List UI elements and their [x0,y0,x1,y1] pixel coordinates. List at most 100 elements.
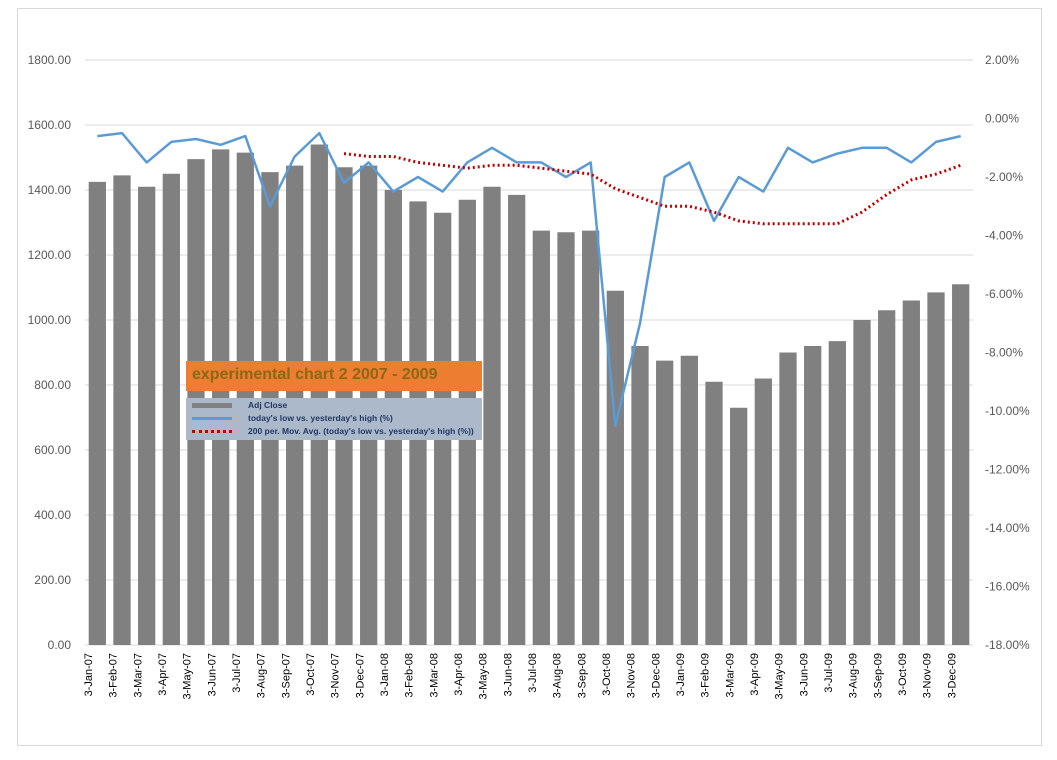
x-tick-label: 3-Aug-09 [848,653,860,698]
x-tick-label: 3-Feb-09 [700,653,712,698]
x-tick-label: 3-Oct-08 [601,653,613,696]
bar [212,149,230,645]
x-tick-label: 3-Sep-07 [280,653,292,698]
left-tick-label: 1600.00 [28,118,72,132]
left-tick-label: 1000.00 [28,313,72,327]
x-tick-label: 3-Nov-07 [330,653,342,698]
adj-close-bars [88,144,970,645]
right-tick-label: -6.00% [985,287,1023,301]
left-tick-label: 200.00 [34,573,71,587]
bar [532,230,550,645]
x-tick-label: 3-Jun-08 [502,653,514,696]
x-tick-label: 3-Jul-07 [231,653,243,693]
left-tick-label: 1200.00 [28,248,72,262]
left-tick-label: 1400.00 [28,183,72,197]
bar [582,230,600,645]
moving-average-line [343,152,962,226]
bar [162,173,180,645]
legend-swatch-bar [192,403,232,408]
x-tick-label: 3-Oct-09 [897,653,909,696]
x-tick-label: 3-Sep-09 [872,653,884,698]
legend-label: Adj Close [248,400,288,410]
x-tick-label: 3-Sep-08 [576,653,588,698]
x-tick-label: 3-May-07 [182,653,194,699]
bar [138,186,156,645]
x-tick-label: 3-Mar-09 [724,653,736,698]
bar [779,352,797,645]
x-tick-label: 3-Mar-07 [132,653,144,698]
bar [952,284,970,645]
bar [310,144,328,645]
x-tick-label: 3-Dec-09 [946,653,958,698]
right-tick-label: -2.00% [985,170,1023,184]
legend-label: today's low vs. yesterday's high (%) [248,413,393,423]
left-tick-label: 600.00 [34,443,71,457]
right-tick-label: -12.00% [985,463,1030,477]
bar [631,346,649,645]
bar [113,175,131,645]
bar [88,181,106,645]
bar [804,346,822,645]
x-tick-label: 3-Jul-08 [527,653,539,693]
left-tick-label: 800.00 [34,378,71,392]
bar [853,320,871,645]
x-tick-label: 3-Jan-07 [83,653,95,696]
x-tick-label: 3-Jul-09 [823,653,835,693]
x-tick-label: 3-Dec-08 [650,653,662,698]
chart-legend: Adj Close today's low vs. yesterday's hi… [186,398,482,440]
bar [878,310,896,645]
bar [828,341,846,645]
x-tick-label: 3-Apr-08 [453,653,465,696]
bar [730,407,748,645]
x-tick-label: 3-May-08 [478,653,490,699]
chart-title: experimental chart 2 2007 - 2009 [192,366,438,383]
low-vs-high-line [97,131,961,427]
x-tick-label: 3-Jun-07 [206,653,218,696]
bar [680,355,698,645]
bar [754,378,772,645]
x-tick-label: 3-Apr-09 [749,653,761,696]
right-tick-label: -10.00% [985,404,1030,418]
right-tick-label: -14.00% [985,521,1030,535]
legend-swatch-dotted-line [192,430,232,433]
right-tick-label: -18.00% [985,638,1030,652]
x-tick-label: 3-Aug-08 [552,653,564,698]
right-tick-label: -16.00% [985,580,1030,594]
x-tick-label: 3-Jun-09 [798,653,810,696]
right-tick-label: -4.00% [985,229,1023,243]
chart-title-box: experimental chart 2 2007 - 2009 [186,361,482,391]
x-tick-label: 3-Aug-07 [256,653,268,698]
x-tick-label: 3-Nov-09 [922,653,934,698]
left-axis-ticks: 0.00 200.00 400.00 600.00 800.00 1000.00 1200.… [28,53,72,652]
bar [483,186,501,645]
x-tick-label: 3-Mar-08 [428,653,440,698]
x-tick-label: 3-Jan-09 [675,653,687,696]
x-tick-label: 3-Feb-08 [404,653,416,698]
x-tick-label: 3-Oct-07 [305,653,317,696]
bar [557,232,575,645]
series-lines [97,131,962,427]
bar [656,360,674,645]
right-axis-ticks: -18.00% -16.00% -14.00% -12.00% -10.00% -8.00… [985,53,1030,652]
x-tick-label: 3-Dec-07 [354,653,366,698]
left-tick-label: 0.00 [48,638,72,652]
bar [902,300,920,645]
gridlines [85,59,973,646]
legend-swatch-line [192,417,232,420]
bar [705,381,723,645]
bar [508,194,526,645]
x-tick-label: 3-Feb-07 [108,653,120,698]
right-tick-label: 0.00% [985,112,1019,126]
left-tick-label: 400.00 [34,508,71,522]
right-tick-label: 2.00% [985,53,1019,67]
bar [606,290,624,645]
x-tick-label: 3-Jan-08 [379,653,391,696]
x-tick-label: 3-May-09 [774,653,786,699]
bar [927,292,945,645]
right-tick-label: -8.00% [985,346,1023,360]
left-tick-label: 1800.00 [28,53,72,67]
legend-label: 200 per. Mov. Avg. (today's low vs. yest… [248,426,474,436]
x-axis-ticks: 3-Jan-07 3-Feb-07 3-Mar-07 3-Apr-07 3-May-07… [83,653,958,699]
x-tick-label: 3-Nov-08 [626,653,638,698]
